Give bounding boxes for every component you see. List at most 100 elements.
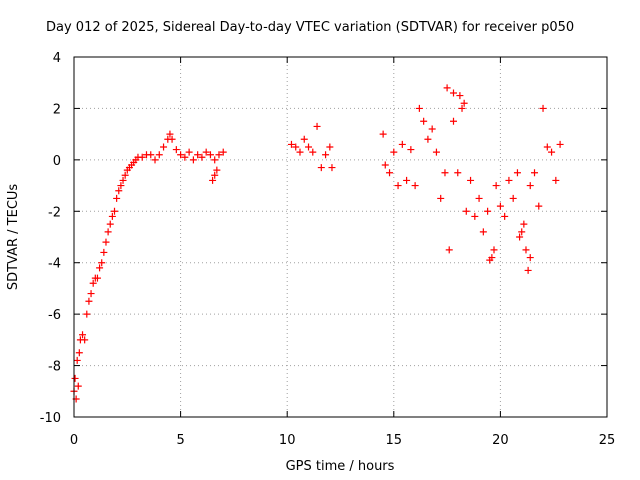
data-point — [85, 297, 93, 305]
data-point — [194, 151, 202, 159]
data-point — [548, 148, 556, 156]
data-point — [460, 99, 468, 107]
data-point — [467, 176, 475, 184]
y-tick-label: -4 — [48, 257, 61, 272]
y-tick-label: -2 — [48, 205, 61, 220]
data-point — [104, 228, 112, 236]
data-point — [111, 207, 119, 215]
data-point — [296, 148, 304, 156]
data-point — [106, 220, 114, 228]
data-point — [202, 148, 210, 156]
data-point — [407, 146, 415, 154]
data-point — [313, 122, 321, 130]
data-point — [484, 207, 492, 215]
data-point — [322, 151, 330, 159]
data-point — [177, 151, 185, 159]
data-point — [300, 135, 308, 143]
data-point — [119, 176, 127, 184]
data-point — [386, 169, 394, 177]
data-point — [505, 176, 513, 184]
data-point — [74, 382, 82, 390]
data-point — [213, 166, 221, 174]
data-point — [108, 212, 116, 220]
data-point — [379, 130, 387, 138]
data-point — [83, 310, 91, 318]
data-point — [115, 187, 123, 195]
data-point — [516, 233, 524, 241]
data-point — [475, 194, 483, 202]
data-point — [181, 153, 189, 161]
x-tick-label: 15 — [386, 433, 403, 448]
data-point — [206, 151, 214, 159]
data-point — [93, 274, 101, 282]
data-point — [522, 246, 530, 254]
data-point — [539, 104, 547, 112]
y-tick-label: 0 — [53, 154, 61, 169]
data-point — [292, 143, 300, 151]
data-point — [79, 331, 87, 339]
data-point — [328, 164, 336, 172]
data-point — [520, 220, 528, 228]
x-tick-label: 0 — [70, 433, 78, 448]
data-points — [70, 84, 564, 403]
data-point — [456, 92, 464, 100]
x-axis-label: GPS time / hours — [286, 459, 395, 474]
data-point — [443, 84, 451, 92]
data-point — [71, 374, 79, 382]
plot-frame — [73, 56, 608, 418]
data-point — [309, 148, 317, 156]
data-point — [445, 246, 453, 254]
data-point — [556, 140, 564, 148]
data-point — [535, 202, 543, 210]
data-point — [524, 266, 532, 274]
data-point — [458, 104, 466, 112]
y-tick-label: -6 — [48, 308, 61, 323]
data-point — [471, 212, 479, 220]
data-point — [449, 117, 457, 125]
data-point — [317, 164, 325, 172]
data-point — [496, 202, 504, 210]
data-point — [166, 130, 174, 138]
data-point — [501, 212, 509, 220]
data-point — [394, 182, 402, 190]
data-point — [215, 151, 223, 159]
data-point — [509, 194, 517, 202]
data-point — [437, 194, 445, 202]
data-point — [454, 169, 462, 177]
x-tick-labels: 0 5 10 15 20 25 — [70, 433, 615, 448]
data-point — [428, 125, 436, 133]
data-point — [113, 194, 121, 202]
x-tick-label: 20 — [492, 433, 509, 448]
data-point — [96, 264, 104, 272]
data-point — [151, 156, 159, 164]
data-point — [390, 148, 398, 156]
data-point — [432, 148, 440, 156]
data-point — [98, 259, 106, 267]
data-point — [73, 356, 81, 364]
axis-ticks — [73, 56, 608, 418]
data-point — [147, 151, 155, 159]
data-point — [185, 148, 193, 156]
data-point — [287, 140, 295, 148]
data-point — [462, 207, 470, 215]
data-point — [89, 279, 97, 287]
data-point — [172, 146, 180, 154]
y-tick-labels: -10 -8 -6 -4 -2 0 2 4 — [40, 51, 61, 426]
data-point — [415, 104, 423, 112]
x-tick-label: 25 — [599, 433, 616, 448]
data-point — [211, 171, 219, 179]
data-point — [87, 290, 95, 298]
data-point — [492, 182, 500, 190]
data-point — [420, 117, 428, 125]
data-point — [100, 248, 108, 256]
y-tick-label: -8 — [48, 360, 61, 375]
data-point — [198, 153, 206, 161]
data-point — [326, 143, 334, 151]
data-point — [75, 349, 83, 357]
data-point — [490, 246, 498, 254]
data-point — [189, 156, 197, 164]
data-point — [117, 182, 125, 190]
grid-lines — [74, 57, 607, 417]
data-point — [403, 176, 411, 184]
